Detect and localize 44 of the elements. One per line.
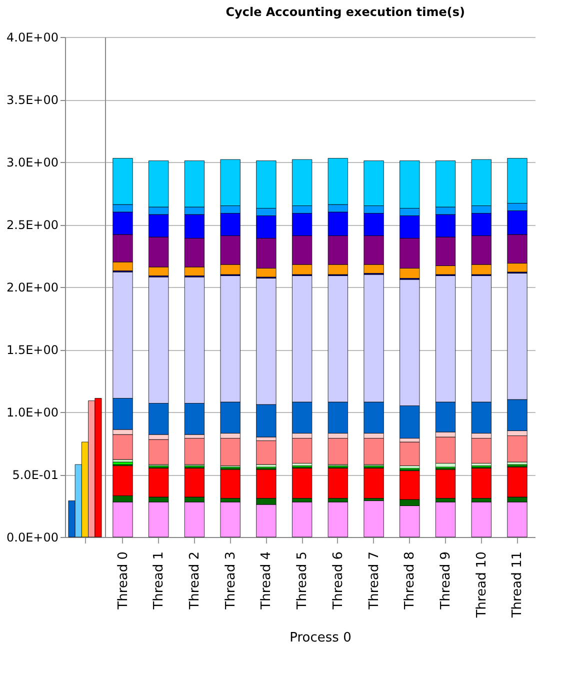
bar (471, 468, 492, 498)
chart-title: Cycle Accounting execution time(s) (226, 5, 465, 19)
bar (220, 469, 240, 498)
y-tick-label: 1.0E+00 (6, 406, 58, 420)
y-tick-label: 5.0E-01 (12, 468, 58, 482)
bar (148, 439, 169, 465)
x-tick-label: Thread 2 (187, 552, 202, 610)
x-tick-label: Thread 5 (295, 552, 310, 610)
bar (184, 438, 205, 465)
bar (471, 502, 492, 538)
y-tick-label: 2.5E+00 (6, 218, 58, 232)
bar (148, 502, 169, 538)
bar (435, 469, 456, 498)
x-tick-label: Thread 11 (510, 552, 526, 619)
bar (435, 502, 456, 538)
bar (364, 500, 384, 538)
y-tick-label: 2.0E+00 (6, 280, 58, 294)
x-tick-label: Thread 1 (152, 552, 167, 610)
bar (184, 502, 205, 538)
bar (220, 502, 240, 538)
x-tick-label: Thread 3 (223, 552, 238, 610)
x-tick-label: Thread 8 (402, 552, 418, 610)
y-tick-label: 3.0E+00 (6, 156, 58, 170)
bar (292, 502, 312, 538)
y-tick-label: 4.0E+00 (6, 30, 58, 44)
bar (292, 468, 312, 498)
x-tick-label: Thread 6 (330, 552, 346, 610)
x-tick-label: Thread 10 (474, 552, 490, 619)
bar (364, 468, 384, 498)
bar (400, 442, 420, 466)
x-tick-label: Thread 0 (116, 552, 131, 610)
y-tick-label: 3.5E+00 (6, 93, 58, 107)
bar (328, 502, 348, 538)
y-tick-label: 1.5E+00 (6, 343, 58, 357)
bar (256, 440, 276, 465)
bar (435, 436, 456, 464)
x-tick-label: Thread 9 (438, 552, 454, 610)
x-tick-label: Thread 7 (366, 552, 382, 610)
bar (328, 468, 348, 498)
bar (112, 434, 133, 460)
x-axis-title: Process 0 (290, 630, 352, 646)
y-tick-label: 0.0E+00 (6, 530, 58, 544)
x-tick-label: Thread 4 (259, 552, 274, 610)
bar (507, 502, 528, 538)
